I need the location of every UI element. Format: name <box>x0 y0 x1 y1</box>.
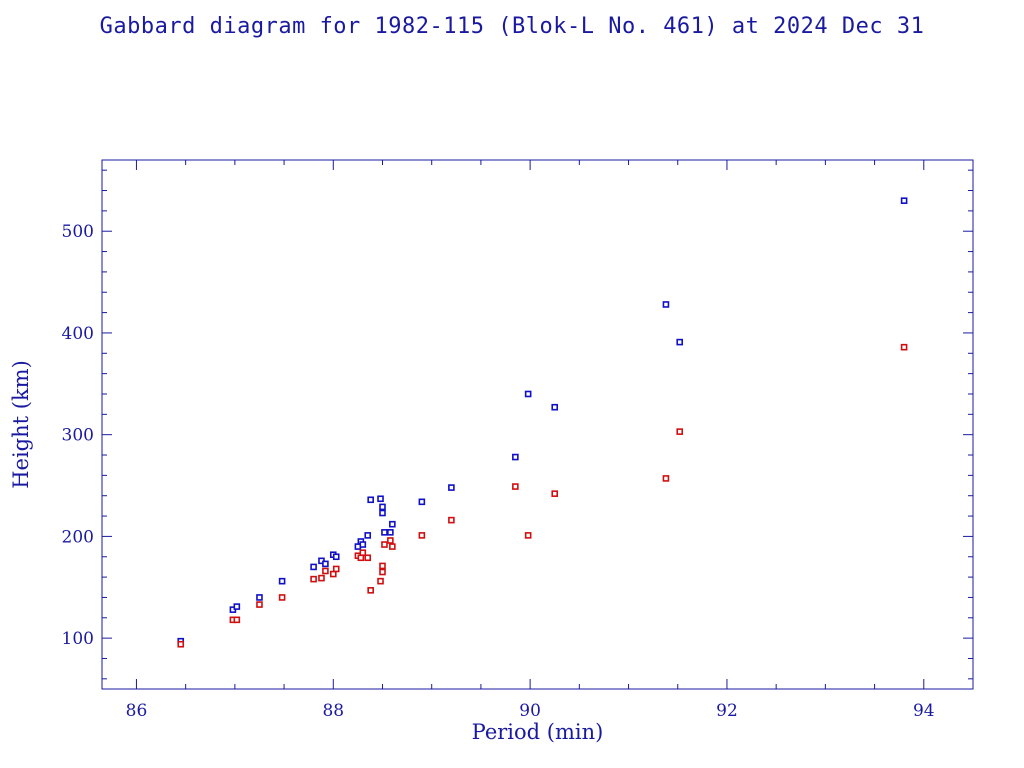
perigee-point <box>329 570 337 578</box>
perigee-point <box>676 428 684 435</box>
apogee-point <box>389 520 396 528</box>
y-tick-label: 300 <box>62 426 94 446</box>
apogee-point <box>418 498 426 506</box>
apogee-point <box>512 453 519 461</box>
perigee-point <box>357 554 365 562</box>
perigee-point <box>256 601 263 608</box>
apogee-point <box>364 532 372 539</box>
apogee-point <box>448 484 455 491</box>
perigee-point <box>662 475 670 482</box>
apogee-point <box>387 529 394 536</box>
apogee-point <box>662 301 670 308</box>
apogee-point <box>332 553 340 561</box>
perigee-point <box>364 554 372 562</box>
perigee-point <box>278 594 286 601</box>
axis-ticks: 86 88 90 92 94 100 200 300 400 500 <box>62 160 974 721</box>
perigee-point <box>377 577 384 585</box>
apogee-point <box>381 529 388 536</box>
perigee-point <box>379 562 386 570</box>
x-tick-label: 90 <box>519 701 541 721</box>
apogee-point <box>278 577 286 585</box>
perigee-point <box>318 574 325 582</box>
apogee-point <box>524 390 532 398</box>
perigee-point <box>387 537 394 544</box>
perigee-point <box>381 541 388 548</box>
apogee-point <box>256 594 263 601</box>
apogee-point <box>233 603 241 610</box>
plot-frame <box>101 159 974 690</box>
y-tick-label: 400 <box>62 324 94 344</box>
perigee-point <box>418 532 426 539</box>
perigee-point <box>233 616 241 624</box>
perigee-point <box>524 532 532 539</box>
data-points <box>177 197 908 648</box>
perigee-point <box>332 565 340 573</box>
apogee-point <box>377 495 384 503</box>
chart-title: Gabbard diagram for 1982-115 (Blok-L No.… <box>99 14 925 39</box>
perigee-point <box>512 483 519 490</box>
x-tick-label: 94 <box>913 701 935 721</box>
perigee-point <box>900 343 908 351</box>
x-tick-label: 92 <box>716 701 738 721</box>
perigee-point <box>389 543 396 550</box>
apogee-point <box>322 560 329 568</box>
y-tick-label: 200 <box>62 527 94 547</box>
apogee-point <box>379 503 386 511</box>
apogee-point <box>379 509 386 517</box>
apogee-point <box>676 338 684 346</box>
perigee-point <box>177 640 185 648</box>
perigee-point <box>551 490 559 497</box>
perigee-point <box>359 549 367 556</box>
y-axis-label: Height (km) <box>9 360 33 489</box>
apogee-point <box>900 197 908 204</box>
apogee-point <box>359 541 367 548</box>
apogee-point <box>367 496 374 504</box>
perigee-point <box>379 568 386 576</box>
perigee-point <box>322 567 329 575</box>
y-tick-label: 500 <box>62 222 94 242</box>
perigee-point <box>448 516 455 524</box>
y-tick-label: 100 <box>62 629 94 649</box>
x-tick-label: 86 <box>126 701 148 721</box>
apogee-point <box>310 563 317 571</box>
x-axis-label: Period (min) <box>472 720 604 744</box>
apogee-point <box>551 403 559 411</box>
perigee-point <box>310 575 317 583</box>
perigee-point <box>367 587 374 594</box>
x-tick-label: 88 <box>322 701 344 721</box>
